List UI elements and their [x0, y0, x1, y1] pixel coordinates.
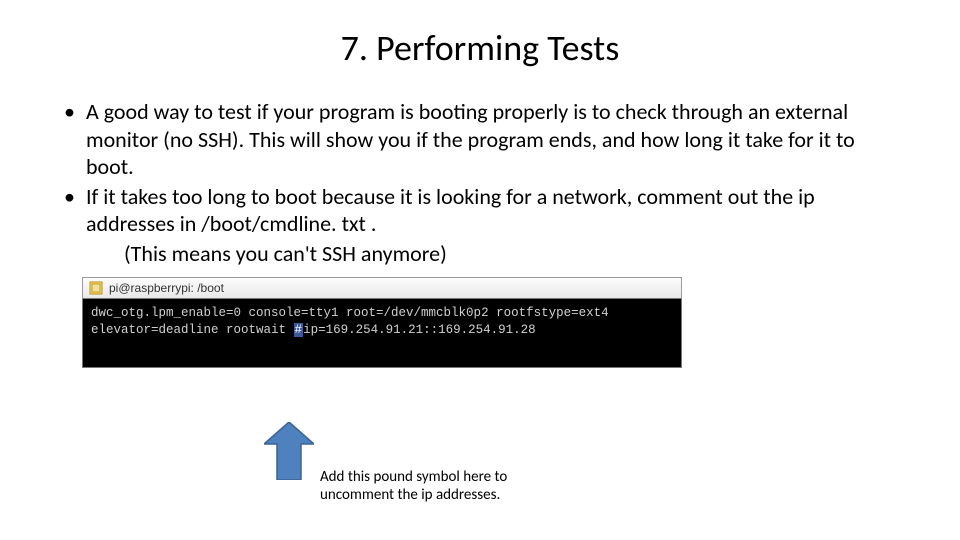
- bullet-item: • If it takes too long to boot because i…: [64, 183, 896, 238]
- terminal-title-text: pi@raspberrypi: /boot: [109, 281, 224, 295]
- terminal-body: dwc_otg.lpm_enable=0 console=tty1 root=/…: [82, 299, 682, 368]
- terminal-window: pi@raspberrypi: /boot dwc_otg.lpm_enable…: [82, 277, 682, 368]
- terminal-icon: [89, 281, 103, 295]
- slide-title: 7. Performing Tests: [64, 26, 896, 70]
- terminal-text: elevator=deadline rootwait: [91, 323, 294, 337]
- terminal-highlight: #: [294, 323, 304, 337]
- bullet-marker: •: [64, 98, 86, 181]
- caption-line: uncomment the ip addresses.: [320, 486, 600, 504]
- arrow-caption: Add this pound symbol here to uncomment …: [320, 468, 600, 504]
- arrow-shape: [264, 422, 314, 480]
- bullet-marker: •: [64, 183, 86, 238]
- terminal-line: dwc_otg.lpm_enable=0 console=tty1 root=/…: [91, 306, 609, 320]
- terminal-text: ip=169.254.91.21::169.254.91.28: [303, 323, 536, 337]
- bullet-item: • A good way to test if your program is …: [64, 98, 896, 181]
- callout-arrow: [264, 422, 314, 480]
- caption-line: Add this pound symbol here to: [320, 468, 600, 486]
- terminal-titlebar: pi@raspberrypi: /boot: [82, 277, 682, 299]
- bullet-subtext: (This means you can't SSH anymore): [124, 240, 896, 268]
- terminal-line: elevator=deadline rootwait #ip=169.254.9…: [91, 323, 536, 337]
- bullet-text: A good way to test if your program is bo…: [86, 98, 896, 181]
- bullet-list: • A good way to test if your program is …: [64, 98, 896, 267]
- bullet-text: If it takes too long to boot because it …: [86, 183, 896, 238]
